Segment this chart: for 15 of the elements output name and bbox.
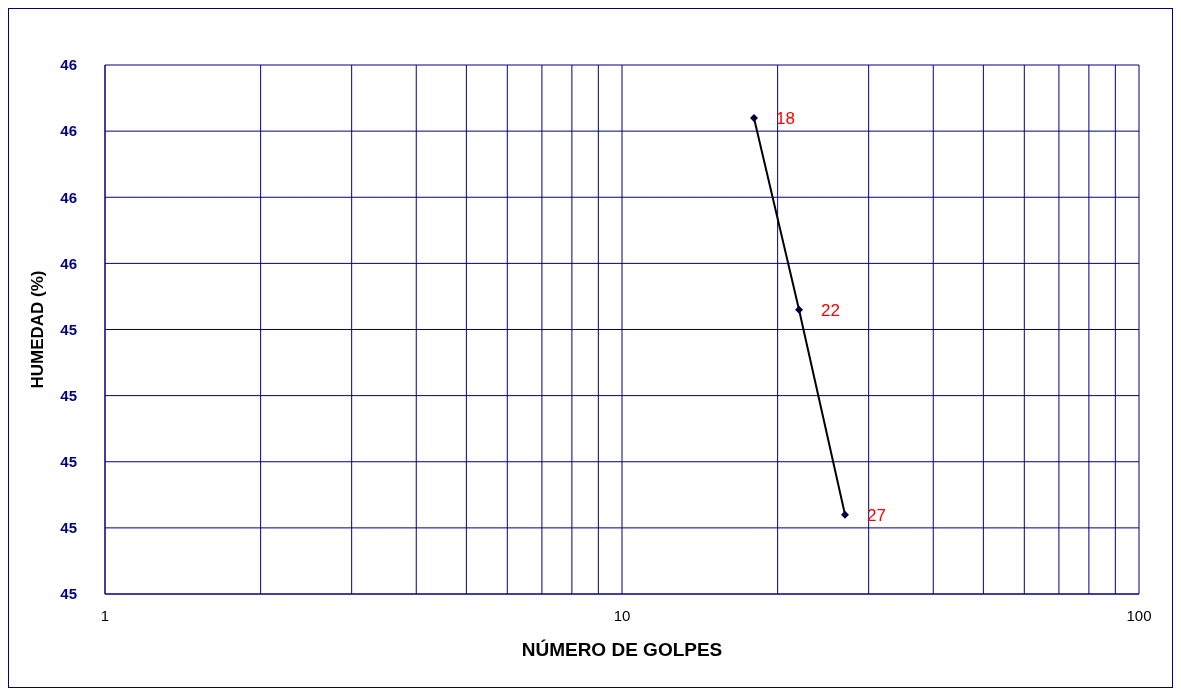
x-axis-title: NÚMERO DE GOLPES [521,639,723,660]
y-tick-label: 45 [60,453,77,471]
y-tick-label: 46 [60,254,77,272]
y-tick-label: 46 [60,56,77,74]
x-tick-label: 100 [1126,606,1152,624]
y-tick-label: 45 [60,585,77,603]
y-tick-label: 45 [60,386,77,404]
y-tick-label: 45 [60,519,77,537]
y-tick-label: 46 [60,122,77,140]
annotation: 22 [821,300,840,320]
x-tick-label: 1 [100,606,110,624]
x-tick-label: 10 [613,606,631,624]
y-tick-label: 45 [60,320,77,338]
y-tick-label: 46 [60,188,77,206]
y-axis-title: HUMEDAD (%) [28,270,48,389]
